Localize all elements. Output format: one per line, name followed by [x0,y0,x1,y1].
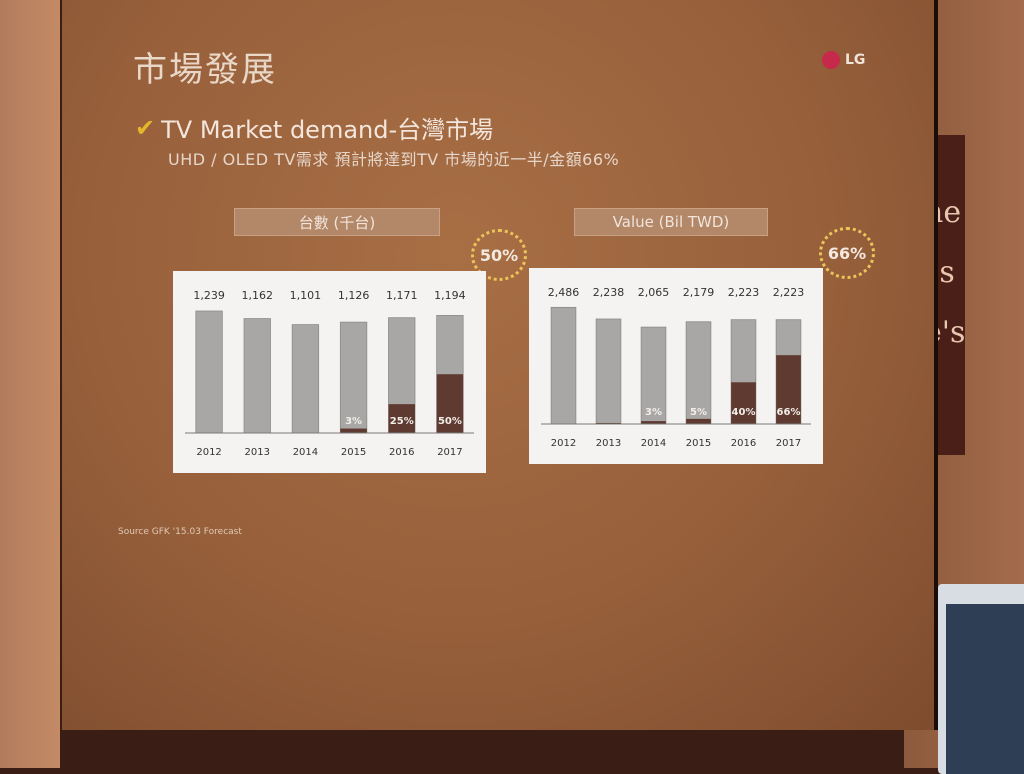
value-tick-2017: 2017 [776,438,801,449]
value-bar-2012 [550,306,577,425]
value-data-label-2012: 2,486 [548,286,580,299]
value-premium-bar-2015 [686,418,711,424]
value-premium-bar-2017 [776,355,801,424]
units-bar-chart: 1,239 2012 1,162 2013 1,101 2014 1,126 3% 2015 1,… [185,289,474,458]
subtitle-text: TV Market demand-台灣市場 [161,116,494,144]
units-bar-2014 [291,324,320,434]
slide-title: 市場發展 [133,50,277,90]
value-premium-bar-2014 [641,421,666,424]
value-data-label-2016: 2,223 [728,286,760,299]
value-share-label-2014: 3% [645,407,662,418]
units-data-label-2017: 1,194 [434,289,466,302]
value-tick-2015: 2015 [686,438,711,449]
units-tick-2013: 2013 [245,447,270,458]
laptop-screen [946,604,1024,774]
checkmark-icon: ✔ [135,113,156,142]
units-bar-2015 [339,321,368,434]
value-share-label-2016: 40% [732,407,756,418]
value-premium-bar-2013 [596,422,621,424]
value-data-label-2015: 2,179 [683,286,715,299]
slide-description: UHD / OLED TV需求 預計將達到TV 市場的近一半/金額66% [168,150,620,169]
value-share-label-2015: 5% [690,407,707,418]
units-premium-bar-2016 [388,404,415,433]
units-premium-bar-2015 [340,428,367,433]
value-share-badge: 66% [819,227,875,279]
value-chart-title: Value (Bil TWD) [574,208,768,236]
units-tick-2015: 2015 [341,447,366,458]
units-data-label-2016: 1,171 [386,289,418,302]
slide-subtitle: ✔ TV Market demand-台灣市場 [135,110,493,145]
units-tick-2017: 2017 [437,447,462,458]
units-data-label-2014: 1,101 [290,289,322,302]
lg-logo-icon [822,51,840,69]
wall-left [0,0,60,768]
source-note: Source GFK '15.03 Forecast [118,527,242,537]
units-tick-2012: 2012 [196,447,221,458]
units-data-label-2012: 1,239 [193,289,225,302]
units-premium-bar-2017 [436,374,464,433]
value-data-label-2014: 2,065 [638,286,670,299]
lg-logo: LG [822,51,865,69]
laptop [938,584,1024,774]
value-bar-2013 [595,318,622,425]
value-tick-2012: 2012 [551,438,576,449]
value-chart: 2,486 2012 2,238 2013 2,065 3% 2014 2,179 5% 2015… [529,268,823,464]
units-tick-2016: 2016 [389,447,414,458]
value-share-label-2017: 66% [777,407,801,418]
units-chart: 1,239 2012 1,162 2013 1,101 2014 1,126 3% 2015 1,… [173,271,486,473]
units-share-label-2017: 50% [438,416,462,427]
value-tick-2016: 2016 [731,438,756,449]
units-share-label-2015: 3% [345,416,362,427]
units-data-label-2013: 1,162 [242,289,274,302]
units-share-badge: 50% [471,229,527,281]
value-tick-2013: 2013 [596,438,621,449]
lg-logo-text: LG [845,52,866,68]
units-data-label-2015: 1,126 [338,289,370,302]
units-bar-2013 [243,318,271,434]
units-bar-2012 [195,310,223,434]
value-data-label-2017: 2,223 [773,286,805,299]
units-share-label-2016: 25% [390,416,414,427]
units-chart-title: 台數 (千台) [234,208,440,236]
units-tick-2014: 2014 [293,447,318,458]
value-premium-bar-2016 [731,382,756,424]
value-data-label-2013: 2,238 [593,286,625,299]
value-tick-2014: 2014 [641,438,666,449]
value-bar-chart: 2,486 2012 2,238 2013 2,065 3% 2014 2,179 5% 2015… [541,286,811,449]
